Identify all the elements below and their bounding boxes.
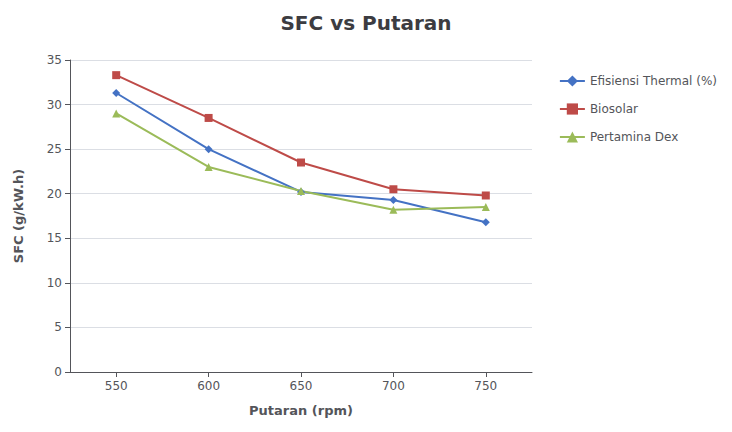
svg-text:Efisiensi Thermal (%): Efisiensi Thermal (%) — [590, 74, 717, 88]
svg-text:0: 0 — [54, 365, 62, 379]
svg-text:5: 5 — [54, 320, 62, 334]
svg-text:Putaran (rpm): Putaran (rpm) — [249, 403, 353, 418]
svg-text:Biosolar: Biosolar — [590, 102, 638, 116]
svg-text:20: 20 — [47, 187, 62, 201]
svg-text:SFC (g/kW.h): SFC (g/kW.h) — [11, 169, 26, 263]
svg-text:15: 15 — [47, 231, 62, 245]
svg-text:SFC vs Putaran: SFC vs Putaran — [280, 11, 451, 35]
svg-text:Pertamina Dex: Pertamina Dex — [590, 130, 679, 144]
svg-text:35: 35 — [47, 53, 62, 67]
svg-text:550: 550 — [105, 379, 128, 393]
svg-text:600: 600 — [197, 379, 220, 393]
svg-text:700: 700 — [382, 379, 405, 393]
svg-text:750: 750 — [474, 379, 497, 393]
svg-text:30: 30 — [47, 98, 62, 112]
svg-text:10: 10 — [47, 276, 62, 290]
svg-text:25: 25 — [47, 142, 62, 156]
svg-text:650: 650 — [290, 379, 313, 393]
